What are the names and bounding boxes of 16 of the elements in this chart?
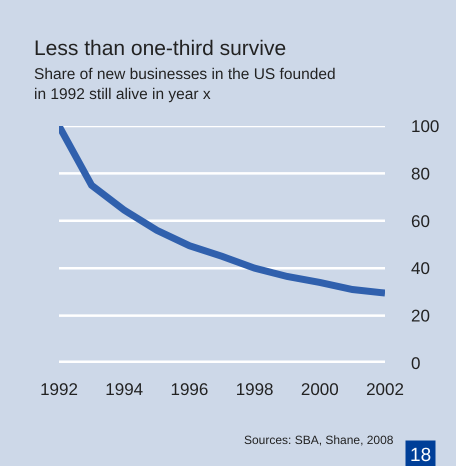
y-tick-label: 60 [411,212,430,231]
x-tick-label: 1992 [40,380,78,399]
y-tick-label: 0 [411,354,420,373]
x-tick-label: 1998 [236,380,274,399]
x-tick-label: 1994 [105,380,144,399]
x-tick-label: 1996 [170,380,208,399]
y-tick-label: 100 [411,116,440,136]
y-tick-label: 20 [411,306,430,326]
source-note: Sources: SBA, Shane, 2008 [244,433,394,447]
x-tick-label: 2000 [300,380,339,399]
y-tick-label: 80 [411,164,430,184]
x-tick-label: 2002 [366,380,404,399]
text: 18 [410,445,432,466]
chart-title: Less than one-third survive [34,37,286,60]
y-tick-label: 40 [411,259,430,278]
chart-subtitle: Share of new businesses in the US founded in 1992 still alive in year x [34,66,336,104]
